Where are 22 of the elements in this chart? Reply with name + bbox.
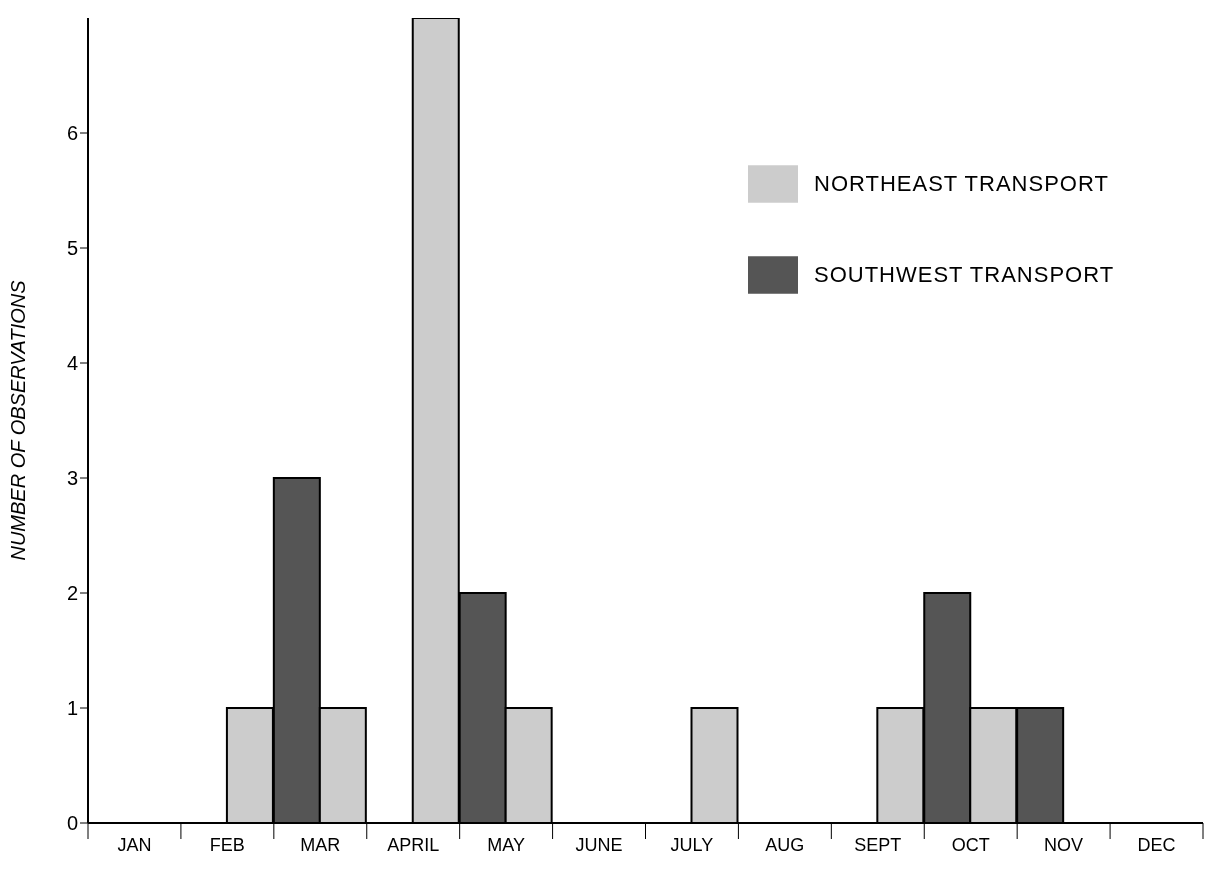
x-tick-label: MAR [300, 835, 341, 855]
y-axis-title: NUMBER OF OBSERVATIONS [7, 279, 30, 561]
x-tick-label: MAY [487, 835, 525, 855]
y-tick-label: 5 [66, 237, 78, 260]
y-tick-label: 0 [66, 812, 78, 835]
x-tick-label: JAN [117, 835, 152, 855]
y-tick-label: 1 [66, 697, 78, 720]
y-tick-label: 4 [66, 352, 78, 375]
legend-label: NORTHEAST TRANSPORT [814, 170, 1109, 196]
x-tick-label: OCT [951, 835, 990, 855]
y-tick-label: 2 [66, 582, 78, 605]
x-tick-label: APRIL [387, 835, 440, 855]
x-tick-label: SEPT [854, 835, 902, 855]
x-tick-label: JULY [670, 835, 714, 855]
x-tick-label: FEB [209, 835, 245, 855]
x-tick-label: DEC [1137, 835, 1176, 855]
legend-label: SOUTHWEST TRANSPORT [814, 261, 1115, 287]
y-tick-label: 3 [66, 467, 78, 490]
x-tick-label: NOV [1044, 835, 1084, 855]
y-tick-label: 6 [66, 122, 78, 145]
x-tick-label: AUG [765, 835, 805, 855]
x-tick-label: JUNE [575, 835, 623, 855]
